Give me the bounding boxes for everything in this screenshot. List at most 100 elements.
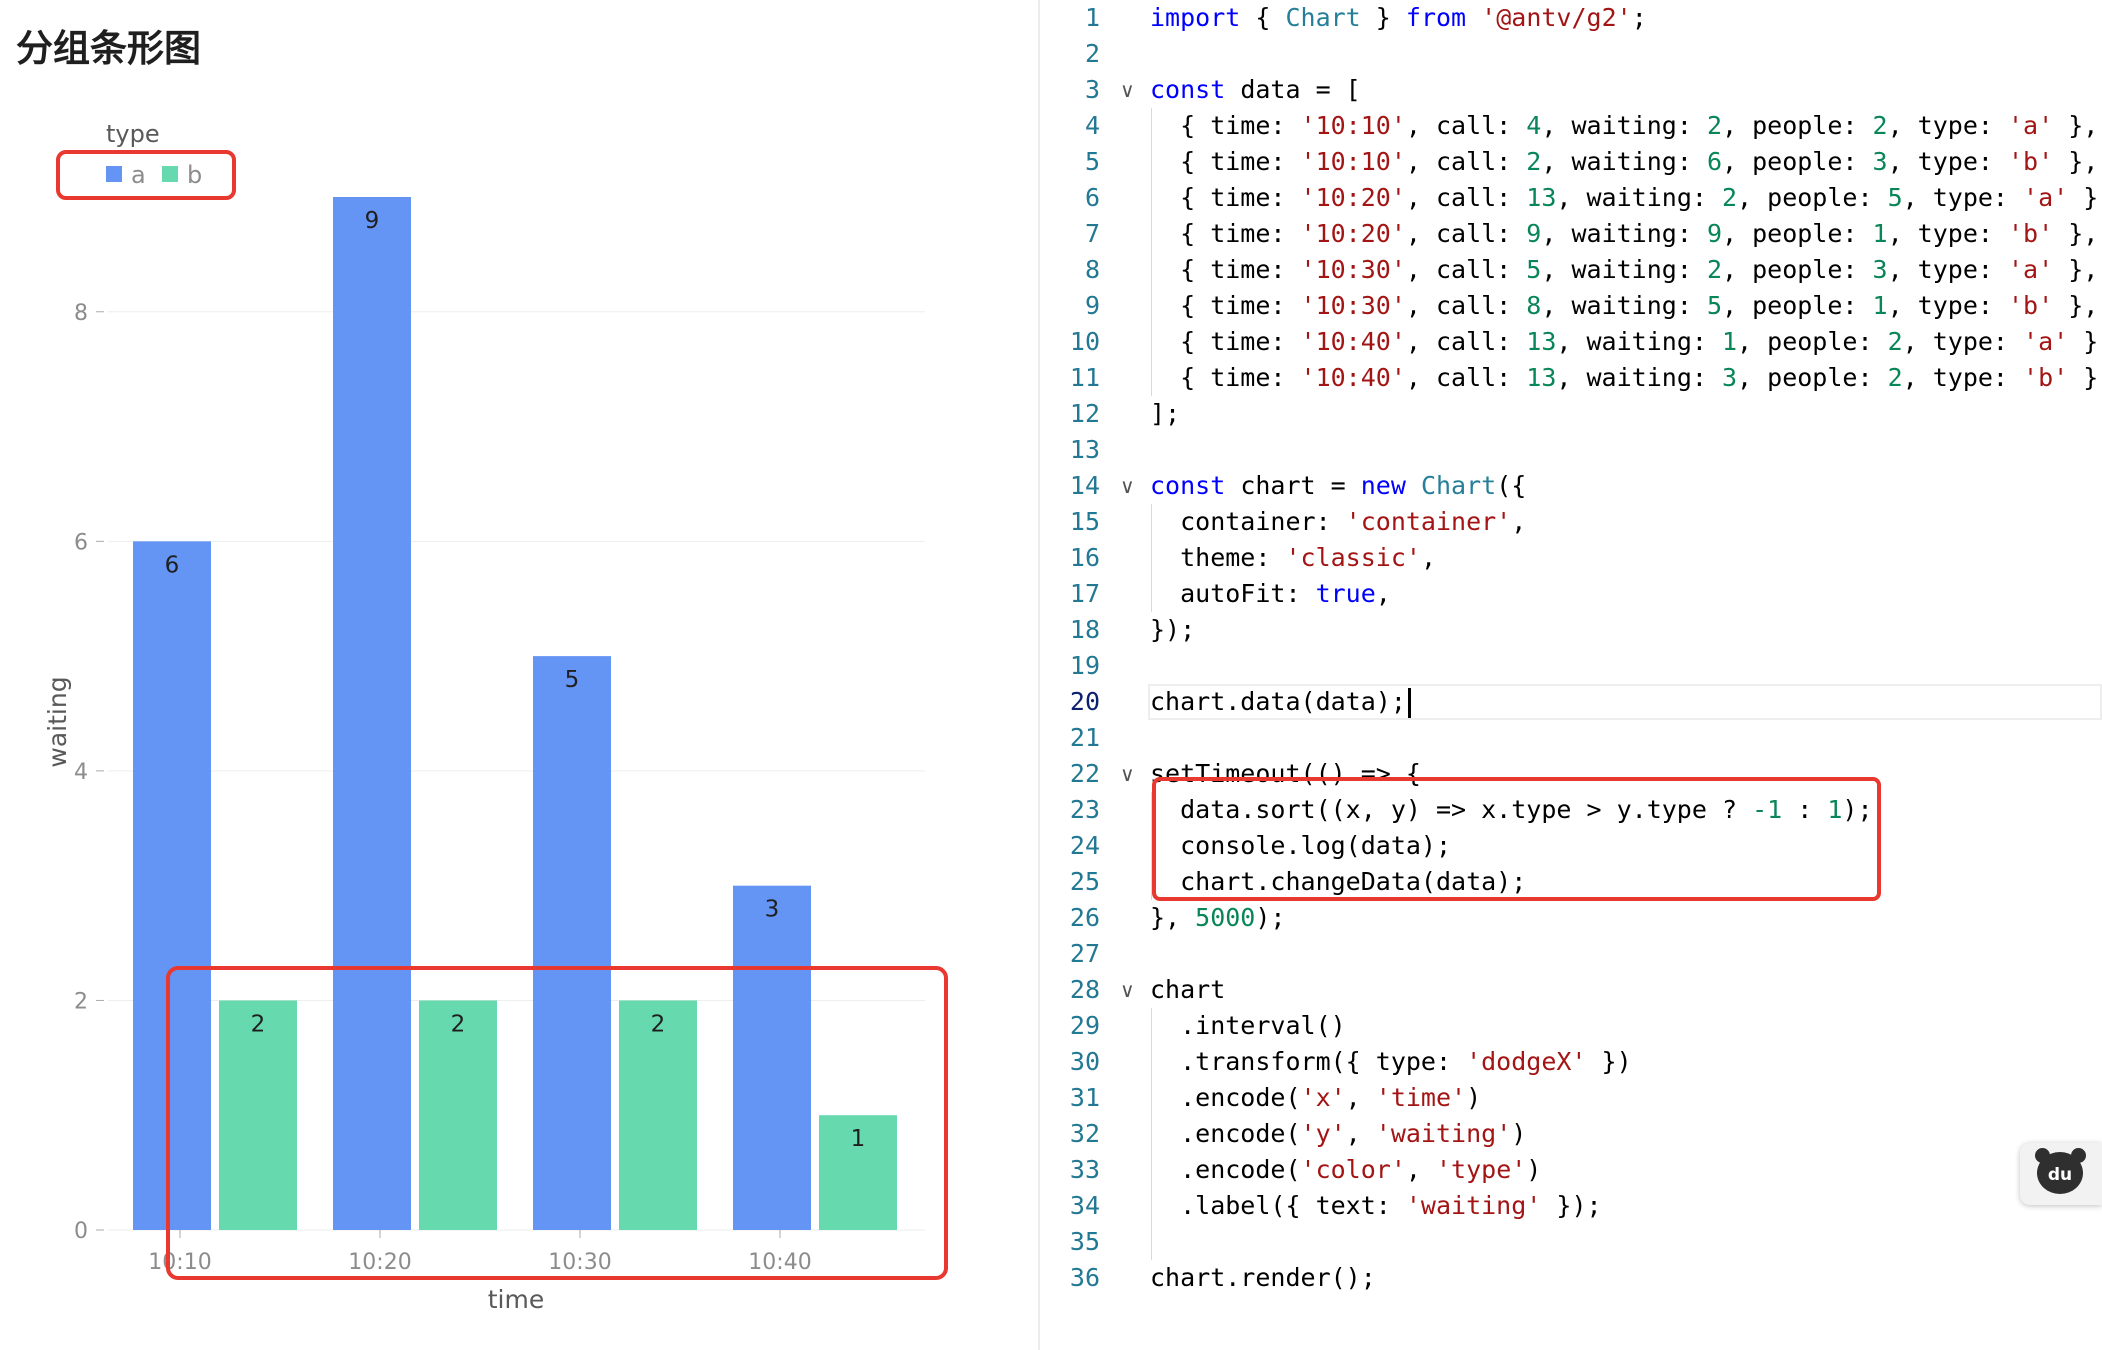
code-line[interactable]: 12];: [1040, 396, 2102, 432]
code-line[interactable]: 31 .encode('x', 'time'): [1040, 1080, 2102, 1116]
y-tick-label: 4: [74, 760, 88, 785]
code-line[interactable]: 5 { time: '10:10', call: 2, waiting: 6, …: [1040, 144, 2102, 180]
line-number: 30: [1069, 1047, 1100, 1076]
code-line[interactable]: 8 { time: '10:30', call: 5, waiting: 2, …: [1040, 252, 2102, 288]
line-number: 1: [1084, 3, 1100, 32]
line-number: 33: [1069, 1155, 1100, 1184]
code-text: { time: '10:40', call: 13, waiting: 1, p…: [1150, 327, 2102, 356]
code-line[interactable]: 26}, 5000);: [1040, 900, 2102, 936]
bar-a-10:10: [133, 541, 211, 1230]
code-line[interactable]: 14 ∨ const chart = new Chart({: [1040, 468, 2102, 504]
code-line[interactable]: 19: [1040, 648, 2102, 684]
legend-item-a: a: [131, 161, 146, 189]
code-line[interactable]: 23 data.sort((x, y) => x.type > y.type ?…: [1040, 792, 2102, 828]
code-line[interactable]: 34 .label({ text: 'waiting' });: [1040, 1188, 2102, 1224]
code-line[interactable]: 6 { time: '10:20', call: 13, waiting: 2,…: [1040, 180, 2102, 216]
panel-divider[interactable]: [1038, 0, 1040, 1350]
indent-guide: [1151, 108, 1152, 396]
code-line[interactable]: 21: [1040, 720, 2102, 756]
data-label: 6: [165, 552, 180, 578]
code-text: { time: '10:40', call: 13, waiting: 3, p…: [1150, 363, 2102, 392]
fold-chevron-icon[interactable]: ∨: [1120, 762, 1135, 786]
code-text: .encode('x', 'time'): [1150, 1083, 1482, 1112]
line-number: 27: [1069, 939, 1100, 968]
line-number: 16: [1069, 543, 1100, 572]
line-number: 14: [1069, 471, 1100, 500]
line-number: 17: [1069, 579, 1100, 608]
code-text: chart.data(data);: [1150, 684, 1411, 720]
fold-chevron-icon[interactable]: ∨: [1120, 978, 1135, 1002]
code-editor[interactable]: 1 import { Chart } from '@antv/g2'; 2 3 ∨ con…: [1040, 0, 2102, 1350]
fold-chevron-icon[interactable]: ∨: [1120, 78, 1135, 102]
code-text: { time: '10:30', call: 8, waiting: 5, pe…: [1150, 291, 2099, 320]
code-line[interactable]: 35: [1040, 1224, 2102, 1260]
data-label: 2: [651, 1011, 666, 1037]
code-text: { time: '10:30', call: 5, waiting: 2, pe…: [1150, 255, 2099, 284]
line-number: 36: [1069, 1263, 1100, 1292]
line-number: 19: [1069, 651, 1100, 680]
data-label: 2: [251, 1011, 266, 1037]
code-line[interactable]: 20 chart.data(data);: [1040, 684, 2102, 720]
code-line[interactable]: 36 chart.render();: [1040, 1260, 2102, 1296]
code-line[interactable]: 24 console.log(data);: [1040, 828, 2102, 864]
code-text: data.sort((x, y) => x.type > y.type ? -1…: [1150, 795, 1873, 824]
line-number: 5: [1084, 147, 1100, 176]
code-text: .encode('color', 'type'): [1150, 1155, 1542, 1184]
du-bear-icon: du: [2037, 1152, 2083, 1194]
y-tick-label: 8: [74, 301, 88, 326]
chart-panel: 分组条形图 0 2 4 6 8 10:10 10:20 10:30 10:40 6 9 5 3 2 2 2 1 t…: [0, 0, 1038, 1350]
code-text: ];: [1150, 399, 1181, 428]
code-line[interactable]: 13: [1040, 432, 2102, 468]
line-number: 32: [1069, 1119, 1100, 1148]
code-text: { time: '10:10', call: 4, waiting: 2, pe…: [1150, 111, 2099, 140]
code-text: { time: '10:10', call: 2, waiting: 6, pe…: [1150, 147, 2099, 176]
code-line[interactable]: 28 ∨ chart: [1040, 972, 2102, 1008]
code-line[interactable]: 1 import { Chart } from '@antv/g2';: [1040, 0, 2102, 36]
du-assistant-widget[interactable]: du: [2020, 1143, 2102, 1205]
code-line[interactable]: 10 { time: '10:40', call: 13, waiting: 1…: [1040, 324, 2102, 360]
y-tick-label: 0: [74, 1219, 88, 1244]
code-line[interactable]: 4 { time: '10:10', call: 4, waiting: 2, …: [1040, 108, 2102, 144]
code-line[interactable]: 29 .interval(): [1040, 1008, 2102, 1044]
line-number: 2: [1084, 39, 1100, 68]
code-line[interactable]: 2: [1040, 36, 2102, 72]
fold-chevron-icon[interactable]: ∨: [1120, 474, 1135, 498]
code-line[interactable]: 9 { time: '10:30', call: 8, waiting: 5, …: [1040, 288, 2102, 324]
code-text: }, 5000);: [1150, 903, 1286, 932]
data-label: 3: [765, 897, 780, 923]
code-line[interactable]: 25 chart.changeData(data);: [1040, 864, 2102, 900]
code-line[interactable]: 3 ∨ const data = [: [1040, 72, 2102, 108]
code-line[interactable]: 22 ∨ setTimeout(() => {: [1040, 756, 2102, 792]
bar-b-10:10: [219, 1000, 297, 1230]
code-line[interactable]: 30 .transform({ type: 'dodgeX' }): [1040, 1044, 2102, 1080]
code-line[interactable]: 15 container: 'container',: [1040, 504, 2102, 540]
x-tick-label: 10:10: [148, 1250, 211, 1275]
code-text: console.log(data);: [1150, 831, 1452, 860]
y-tick-label: 2: [74, 989, 88, 1014]
x-tick-label: 10:20: [348, 1250, 411, 1275]
code-line[interactable]: 27: [1040, 936, 2102, 972]
highlight-box-bars: [166, 966, 948, 1280]
code-line[interactable]: 32 .encode('y', 'waiting'): [1040, 1116, 2102, 1152]
code-line[interactable]: 11 { time: '10:40', call: 13, waiting: 3…: [1040, 360, 2102, 396]
code-text: import { Chart } from '@antv/g2';: [1150, 3, 1647, 32]
code-text: .label({ text: 'waiting' });: [1150, 1191, 1602, 1220]
code-text: .interval(): [1150, 1011, 1346, 1040]
code-line[interactable]: 33 .encode('color', 'type'): [1040, 1152, 2102, 1188]
x-tick-label: 10:30: [548, 1250, 611, 1275]
text-cursor: [1407, 688, 1411, 718]
code-text: const chart = new Chart({: [1150, 471, 1527, 500]
code-text: .transform({ type: 'dodgeX' }): [1150, 1047, 1632, 1076]
line-number: 23: [1069, 795, 1100, 824]
line-number: 12: [1069, 399, 1100, 428]
line-number: 18: [1069, 615, 1100, 644]
code-line[interactable]: 7 { time: '10:20', call: 9, waiting: 9, …: [1040, 216, 2102, 252]
code-text: { time: '10:20', call: 13, waiting: 2, p…: [1150, 183, 2102, 212]
bar-b-10:40: [819, 1115, 897, 1230]
code-line[interactable]: 18});: [1040, 612, 2102, 648]
highlight-box-code: [1152, 777, 1881, 901]
line-number: 13: [1069, 435, 1100, 464]
code-text: });: [1150, 615, 1196, 644]
code-line[interactable]: 17 autoFit: true,: [1040, 576, 2102, 612]
code-line[interactable]: 16 theme: 'classic',: [1040, 540, 2102, 576]
